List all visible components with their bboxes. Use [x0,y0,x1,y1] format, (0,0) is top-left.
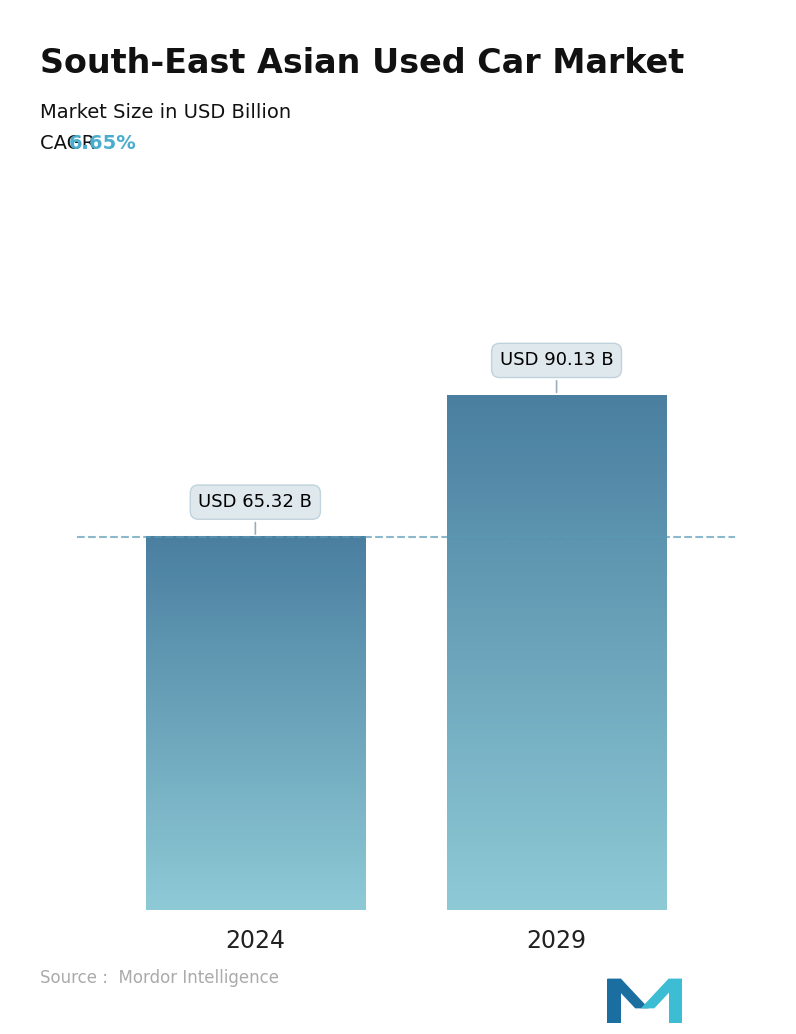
Text: USD 90.13 B: USD 90.13 B [500,352,614,392]
Polygon shape [669,978,682,1024]
Text: 6.65%: 6.65% [68,134,136,153]
Text: South-East Asian Used Car Market: South-East Asian Used Car Market [40,47,684,80]
Polygon shape [607,978,649,1008]
Polygon shape [641,978,682,1008]
Text: CAGR: CAGR [40,134,101,153]
Text: Source :  Mordor Intelligence: Source : Mordor Intelligence [40,970,279,987]
Text: USD 65.32 B: USD 65.32 B [198,493,312,535]
Text: Market Size in USD Billion: Market Size in USD Billion [40,103,291,122]
Polygon shape [607,978,621,1024]
